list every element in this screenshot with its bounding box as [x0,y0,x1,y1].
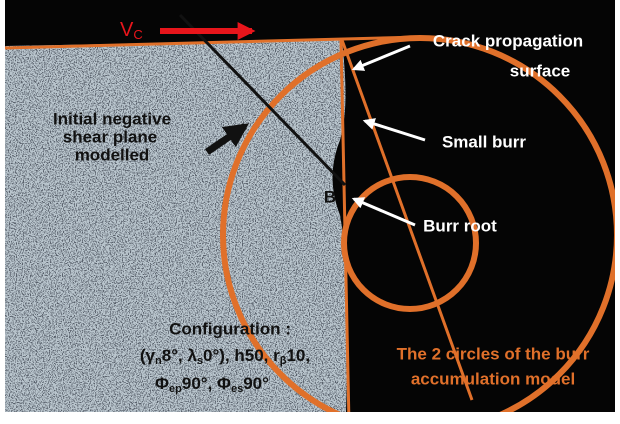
label: shear plane [63,127,158,146]
label: Burr root [423,216,497,235]
label: Initial negative [53,109,171,128]
label: modelled [75,145,150,164]
arrow [205,123,250,155]
arrow [351,197,416,227]
label: B [324,187,336,206]
arrow [362,118,426,142]
label: Crack propagation [433,31,583,50]
label: Φep90°, Φes90° [155,374,269,394]
arrow [351,44,411,71]
label: The 2 circles of the burr [397,344,590,363]
label: Small burr [442,132,526,151]
label: Configuration : [169,319,291,338]
label: accumulation model [411,369,575,388]
label: surface [510,61,570,80]
shear-plane-line [178,13,347,187]
label: (γn8°, λs0°), h50, rβ10, [140,346,310,366]
workpiece [5,40,348,412]
speed-label: VC [120,19,143,42]
